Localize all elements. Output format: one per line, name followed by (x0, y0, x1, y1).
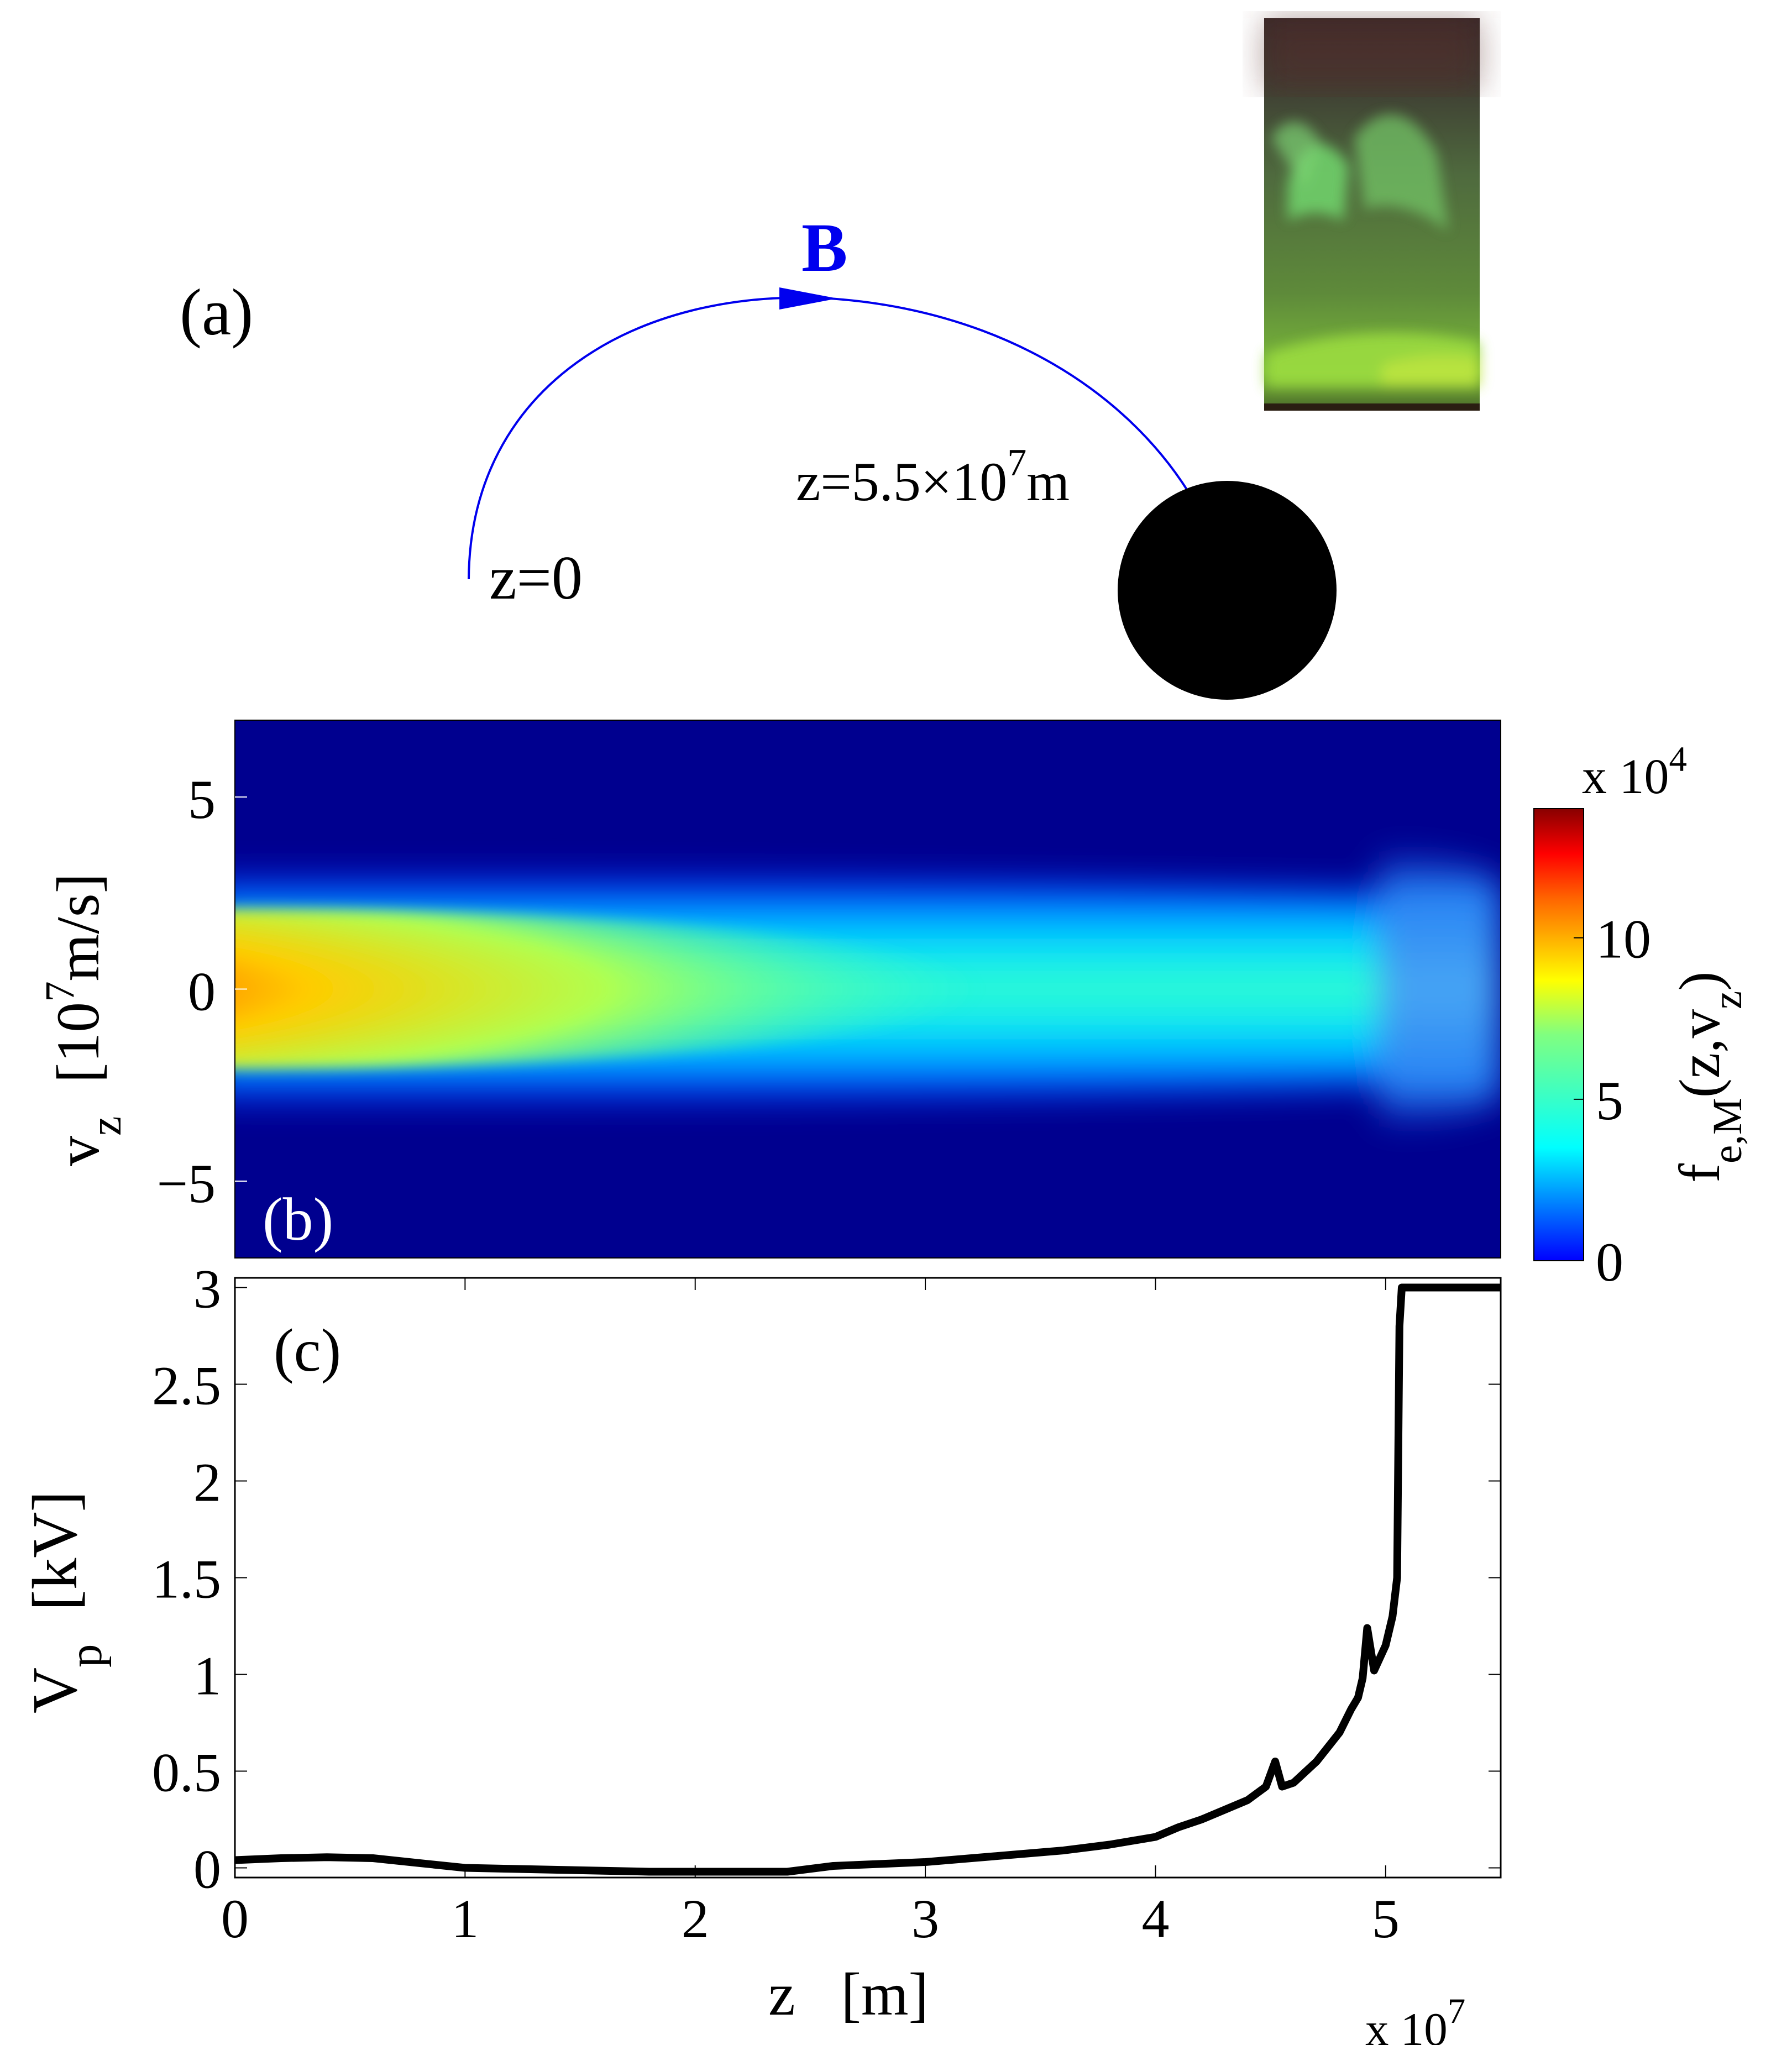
colorbar: 0 5 10 x 104 fe,M(z,vz) (1533, 740, 1751, 1293)
panel-a-label: (a) (180, 275, 253, 349)
line-x-tick-label: 0 (221, 1888, 249, 1949)
line-y-tick-label: 1 (193, 1645, 221, 1707)
heatmap-y-tick-label: 0 (188, 961, 216, 1022)
colorbar-tick-label: 5 (1596, 1070, 1623, 1131)
line-y-tick-label: 0.5 (152, 1742, 221, 1803)
start-label: z=0 (489, 544, 583, 612)
line-x-tick-label: 2 (682, 1888, 709, 1949)
field-arrow-icon (779, 287, 837, 310)
colorbar-multiplier: x 104 (1582, 740, 1687, 804)
field-label: B (801, 210, 847, 286)
end-label: z=5.5×107m (796, 442, 1070, 512)
heatmap-y-tick-label: 5 (188, 769, 216, 830)
line-x-label: z [m] (768, 1960, 929, 2028)
colorbar-gradient (1533, 808, 1584, 1261)
line-plot-frame (234, 1277, 1502, 1879)
line-y-tick-label: 3 (193, 1259, 221, 1320)
panel-b-label: (b) (263, 1186, 333, 1253)
heatmap-y-label: vz[107m/s] (37, 873, 130, 1166)
heatmap-y-tick-label: −5 (157, 1153, 216, 1214)
colorbar-tick-label: 10 (1596, 909, 1651, 970)
panel-c: 0 1 2 3 4 5 0 0.5 1 1.5 2 2.5 3 (c) z [m] x 107 Vp[k… (20, 1259, 1502, 2045)
colorbar-tick-label: 0 (1596, 1231, 1623, 1293)
line-x-tick-label: 4 (1141, 1888, 1169, 1949)
line-x-tick-label: 3 (911, 1888, 939, 1949)
line-y-tick-label: 2 (193, 1452, 221, 1513)
line-x-tick-label: 5 (1372, 1888, 1400, 1949)
line-y-tick-label: 0 (193, 1839, 221, 1900)
line-y-label: Vp[kV] (20, 1491, 112, 1713)
line-y-tick-label: 2.5 (152, 1355, 221, 1417)
vp-series-line (234, 1283, 1501, 1876)
colorbar-label: fe,M(z,vz) (1667, 972, 1751, 1183)
heatmap-tail (1379, 847, 1501, 1131)
heatmap-core (235, 909, 981, 1069)
heatmap-y-axis: 5 0 −5 (157, 769, 247, 1214)
panel-b: 5 0 −5 (b) vz[107m/s] 0 5 10 x 104 fe,M(z,vz… (37, 720, 1751, 1293)
earth-circle (1118, 481, 1337, 700)
panel-c-label: (c) (274, 1317, 341, 1384)
line-x-multiplier: x 107 (1365, 1991, 1465, 2045)
line-x-tick-label: 1 (451, 1888, 479, 1949)
panel-a: (a) B z=0 z=5.5×107m (180, 18, 1480, 700)
line-y-tick-label: 1.5 (152, 1549, 221, 1610)
heatmap-plot (235, 720, 1501, 1258)
field-line (468, 296, 1190, 580)
aurora-photo (1264, 18, 1480, 411)
